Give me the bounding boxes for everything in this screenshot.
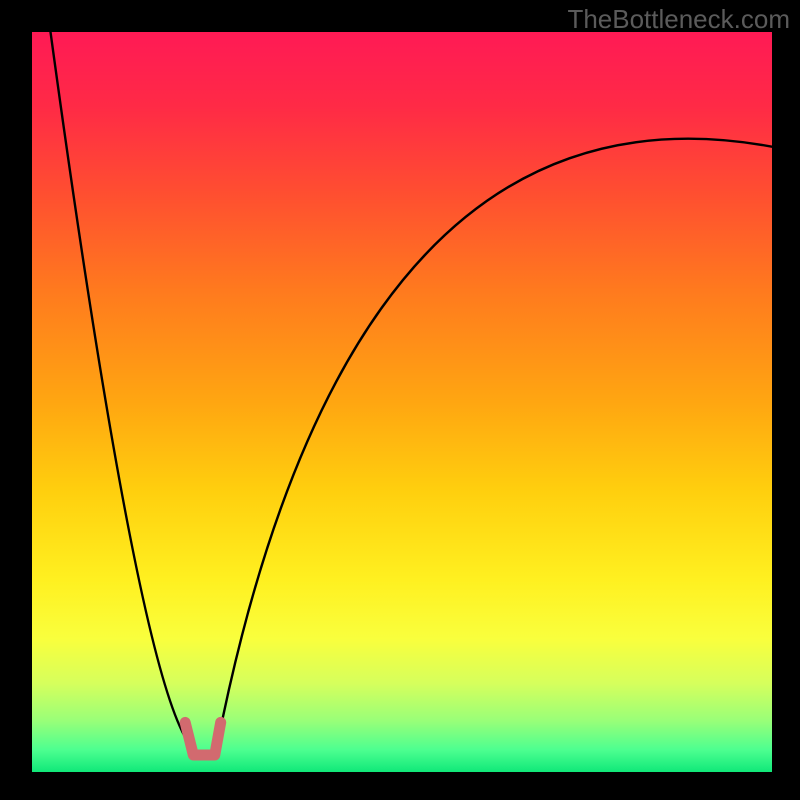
plot-area [32, 32, 772, 772]
watermark-text: TheBottleneck.com [567, 4, 790, 35]
figure-root: TheBottleneck.com [0, 0, 800, 800]
plot-svg [32, 32, 772, 772]
plot-background [32, 32, 772, 772]
